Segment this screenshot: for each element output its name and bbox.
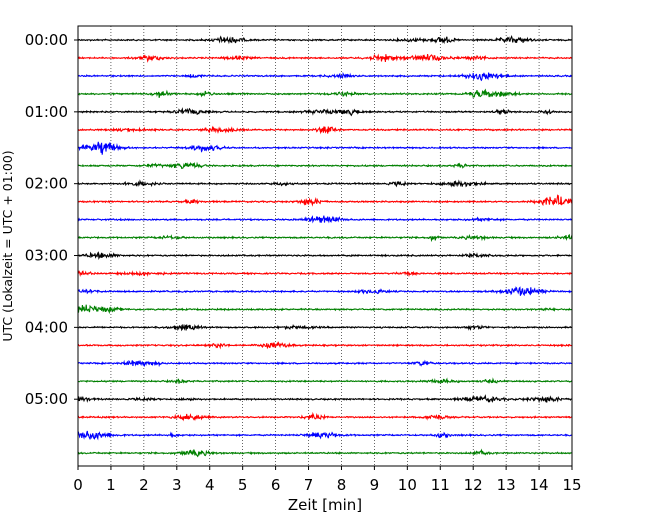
trace-0315: [77, 270, 573, 278]
x-tick-label: 2: [139, 476, 149, 494]
x-axis-ticks: 0 1 2 3 4 5 6 7 8 9 10 11 12 13 14 15: [73, 466, 582, 494]
x-tick-label: 10: [398, 476, 417, 494]
trace-0415: [77, 341, 573, 350]
trace-0515: [77, 411, 573, 422]
x-tick-label: 11: [431, 476, 450, 494]
trace-0200: [77, 179, 573, 188]
x-tick-label: 14: [530, 476, 549, 494]
x-tick-label: 3: [172, 476, 182, 494]
trace-0045: [77, 88, 573, 99]
x-axis-label: Zeit [min]: [288, 496, 362, 514]
trace-0030: [77, 71, 573, 82]
x-tick-label: 13: [497, 476, 516, 494]
plot-frame: [77, 25, 573, 467]
y-axis-ticks: 00:00 01:00 02:00 03:00 04:00 05:00: [25, 31, 78, 408]
trace-0245: [77, 233, 573, 243]
trace-0115: [77, 125, 573, 135]
trace-0230: [77, 215, 573, 224]
x-tick-label: 12: [464, 476, 483, 494]
x-tick-label: 0: [73, 476, 83, 494]
x-tick-label: 5: [238, 476, 248, 494]
trace-0530: [77, 430, 573, 441]
y-tick-label: 05:00: [25, 390, 68, 408]
trace-0100: [77, 107, 573, 117]
y-tick-label: 03:00: [25, 247, 68, 265]
trace-0400: [77, 324, 573, 332]
trace-0500: [77, 394, 573, 404]
y-tick-label: 01:00: [25, 103, 68, 121]
trace-0345: [77, 304, 573, 315]
trace-0130: [77, 141, 573, 155]
trace-0545: [77, 448, 573, 458]
x-tick-label: 4: [205, 476, 215, 494]
x-tick-label: 8: [337, 476, 347, 494]
trace-0445: [77, 377, 573, 385]
x-tick-label: 6: [271, 476, 281, 494]
trace-0145: [77, 161, 573, 170]
x-tick-label: 7: [304, 476, 314, 494]
trace-0000: [77, 35, 573, 45]
x-tick-label: 1: [106, 476, 116, 494]
trace-0215: [77, 194, 573, 207]
y-axis-label: UTC (Lokalzeit = UTC + 01:00): [0, 150, 15, 341]
x-tick-label: 9: [370, 476, 380, 494]
trace-0300: [77, 251, 573, 261]
trace-0430: [77, 359, 573, 368]
y-tick-label: 04:00: [25, 318, 68, 336]
grid-lines: [110, 26, 540, 466]
trace-0330: [77, 286, 573, 297]
seismic-traces: [77, 35, 573, 458]
trace-0015: [77, 53, 573, 63]
y-tick-label: 02:00: [25, 175, 68, 193]
y-tick-label: 00:00: [25, 31, 68, 49]
x-tick-label: 15: [562, 476, 581, 494]
